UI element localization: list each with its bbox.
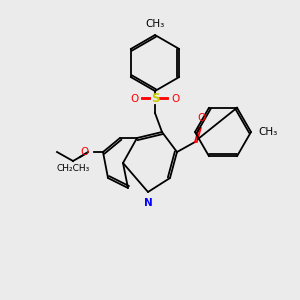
Text: CH₃: CH₃ [258,127,277,137]
Text: CH₃: CH₃ [146,19,165,29]
Text: CH₂CH₃: CH₂CH₃ [56,164,90,173]
Text: O: O [131,94,139,104]
Text: O: O [197,113,205,123]
Text: N: N [144,198,152,208]
Text: O: O [171,94,179,104]
Text: S: S [151,92,159,106]
Text: O: O [81,147,89,157]
